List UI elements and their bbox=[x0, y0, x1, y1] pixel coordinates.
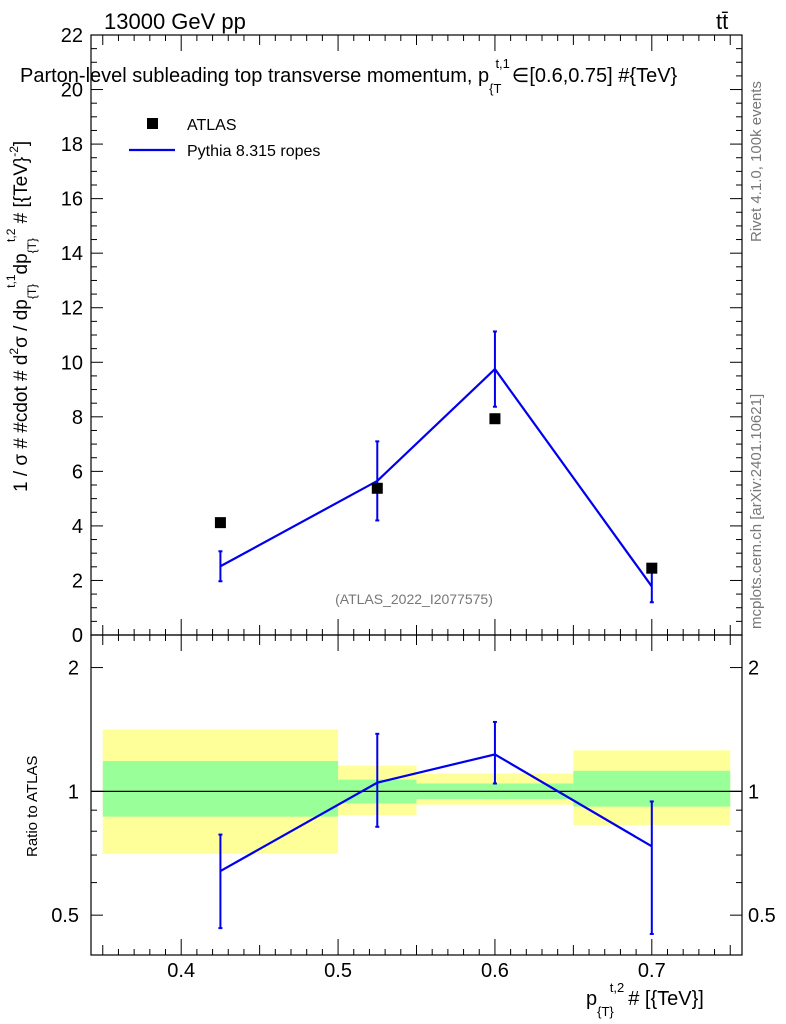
ratio-y-tick-label-left: 0.5 bbox=[51, 905, 79, 927]
plot-title: Parton-level subleading top transverse m… bbox=[20, 56, 678, 96]
ratio-x-tick-label: 0.4 bbox=[167, 960, 195, 982]
ratio-axis-ticks: 0.5 0.5 1 1 2 2 0.4 0.5 0.6 0.7 bbox=[51, 635, 776, 982]
y-tick-label: 20 bbox=[61, 80, 83, 102]
y-tick-label: 12 bbox=[61, 298, 83, 320]
ratio-y-tick-label-right: 0.5 bbox=[748, 905, 776, 927]
atlas-data-point bbox=[371, 482, 383, 494]
y-tick-label: 16 bbox=[61, 189, 83, 211]
ratio-band-inner bbox=[102, 761, 339, 817]
y-tick-label: 6 bbox=[72, 461, 83, 483]
ratio-x-tick-label: 0.7 bbox=[638, 960, 666, 982]
ratio-panel: 0.5 0.5 1 1 2 2 0.4 0.5 0.6 0.7 Ratio to ATLAS p{… bbox=[24, 634, 776, 1019]
y-tick-label: 14 bbox=[61, 243, 83, 265]
rivet-label: Rivet 4.1.0, 100k events bbox=[748, 81, 765, 242]
ratio-y-tick-label-right: 1 bbox=[748, 781, 759, 803]
ratio-x-tick-label: 0.5 bbox=[324, 960, 352, 982]
legend-atlas-marker bbox=[147, 118, 158, 129]
ratio-x-tick-label: 0.6 bbox=[481, 960, 509, 982]
y-tick-label: 8 bbox=[72, 407, 83, 429]
process-label: tt̄ bbox=[716, 9, 728, 34]
ratio-y-tick-label-left: 2 bbox=[68, 658, 79, 680]
atlas-data-point bbox=[646, 562, 658, 574]
main-panel: 0 2 4 6 8 10 12 14 16 18 20 22 (ATLAS_2022_I2077575… bbox=[4, 25, 743, 647]
y-tick-label: 2 bbox=[72, 570, 83, 592]
y-tick-label: 0 bbox=[72, 625, 83, 647]
y-tick-label: 18 bbox=[61, 134, 83, 156]
ratio-y-tick-label-right: 2 bbox=[748, 658, 759, 680]
legend-atlas-label: ATLAS bbox=[187, 117, 237, 134]
ratio-ylabel: Ratio to ATLAS bbox=[24, 756, 41, 857]
legend-pythia-label: Pythia 8.315 ropes bbox=[187, 143, 320, 160]
ratio-bands bbox=[91, 729, 742, 854]
energy-label: 13000 GeV pp bbox=[104, 9, 246, 34]
analysis-watermark: (ATLAS_2022_I2077575) bbox=[335, 591, 493, 607]
ratio-y-tick-label-left: 1 bbox=[68, 781, 79, 803]
main-series bbox=[214, 330, 658, 604]
main-ylabel: 1 / σ # #cdot # d2σ / dp{T}t,1dp{T}t,2 #… bbox=[4, 141, 39, 492]
y-tick-label: 10 bbox=[61, 352, 83, 374]
pythia-line bbox=[219, 367, 653, 588]
y-tick-label: 22 bbox=[61, 25, 83, 47]
ratio-series bbox=[218, 720, 654, 935]
atlas-data-point bbox=[214, 517, 226, 529]
atlas-data-point bbox=[489, 413, 501, 425]
ratio-xlabel: p{T}t,2# [{TeV}] bbox=[586, 980, 704, 1019]
y-tick-label: 4 bbox=[72, 516, 83, 538]
main-axis-ticks: 0 2 4 6 8 10 12 14 16 18 20 22 bbox=[61, 25, 742, 647]
ratio-pythia-line bbox=[219, 753, 653, 873]
mcplots-label: mcplots.cern.ch [arXiv:2401.10621] bbox=[748, 394, 765, 629]
legend: ATLAS Pythia 8.315 ropes bbox=[129, 117, 320, 160]
